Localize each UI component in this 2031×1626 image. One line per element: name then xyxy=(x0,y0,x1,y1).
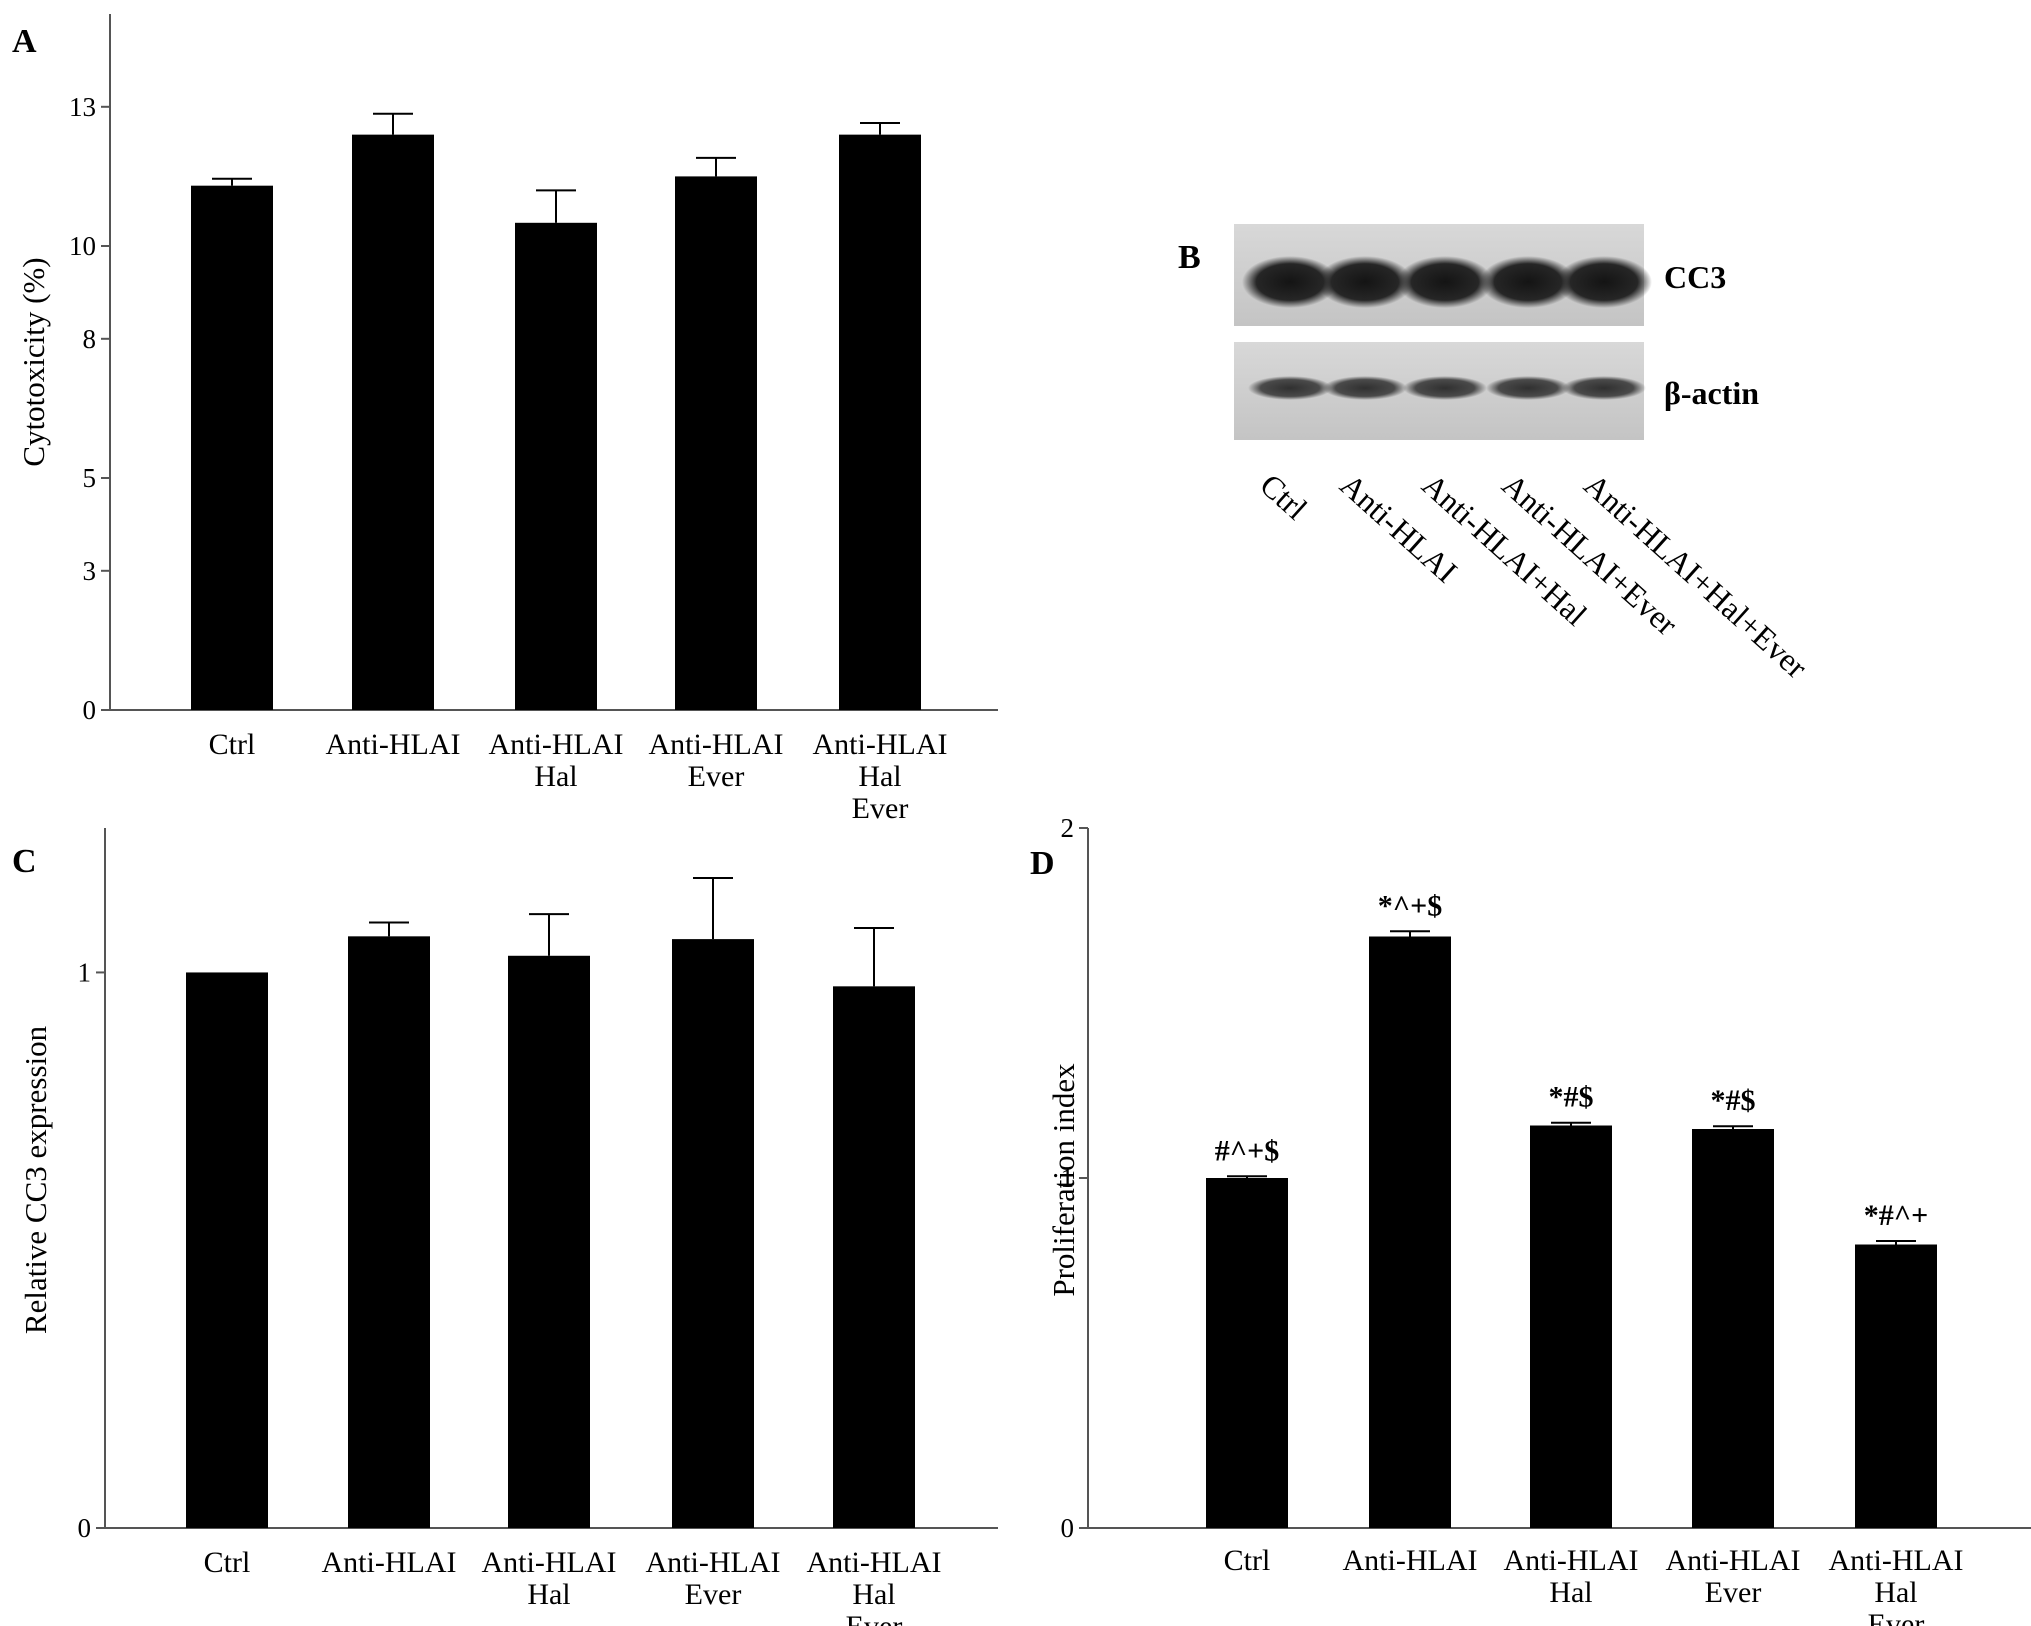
significance-label: *^+$ xyxy=(1378,889,1443,922)
category-label: Anti-HLAI xyxy=(807,1546,942,1579)
y-tick-label: 13 xyxy=(69,92,96,122)
category-label: Hal xyxy=(1874,1576,1917,1609)
bar xyxy=(186,972,268,1528)
category-label: Anti-HLAI xyxy=(322,1546,457,1579)
bar xyxy=(1206,1178,1288,1528)
y-axis-label: Relative CC3 expression xyxy=(18,1025,53,1334)
y-tick-label: 1 xyxy=(78,957,92,987)
y-tick-label: 10 xyxy=(69,231,96,261)
cc3-band xyxy=(1242,256,1338,308)
y-tick-label: 1 xyxy=(1061,1163,1075,1193)
category-label: Ctrl xyxy=(1224,1544,1271,1577)
category-label: Ctrl xyxy=(204,1546,251,1579)
category-label: Anti-HLAI xyxy=(1666,1544,1801,1577)
cc3-band-label: CC3 xyxy=(1664,259,1726,295)
actin-band xyxy=(1323,376,1407,400)
actin-band xyxy=(1486,376,1570,400)
category-label: Anti-HLAI xyxy=(326,728,461,761)
significance-label: *#^+ xyxy=(1864,1199,1929,1232)
y-tick-label: 0 xyxy=(1061,1513,1075,1543)
y-tick-label: 5 xyxy=(83,463,97,493)
panel-c-chart: C 0 1 Relative CC3 expression Ctrl Anti-HLAI… xyxy=(12,828,998,1626)
category-label: Anti-HLAI xyxy=(1343,1544,1478,1577)
bar xyxy=(833,986,915,1528)
bar xyxy=(672,939,754,1528)
y-tick-label: 2 xyxy=(1061,813,1075,843)
bar xyxy=(1530,1125,1612,1528)
y-tick-label: 0 xyxy=(83,695,97,725)
panel-b-letter: B xyxy=(1178,239,1201,276)
category-label: Ever xyxy=(852,792,909,825)
significance-label: #^+$ xyxy=(1215,1134,1280,1167)
category-label: Ever xyxy=(846,1610,903,1626)
category-label: Anti-HLAI xyxy=(482,1546,617,1579)
category-label: Anti-HLAI xyxy=(489,728,624,761)
bar xyxy=(839,134,921,710)
category-label: Anti-HLAI xyxy=(646,1546,781,1579)
category-label: Hal xyxy=(534,760,577,793)
bar xyxy=(1692,1129,1774,1528)
bar xyxy=(1369,936,1451,1528)
category-label: Anti-HLAI xyxy=(1829,1544,1964,1577)
bar xyxy=(1855,1244,1937,1528)
category-label: Hal xyxy=(527,1578,570,1611)
category-label: Ever xyxy=(1705,1576,1762,1609)
category-label: Ever xyxy=(688,760,745,793)
category-label: Anti-HLAI xyxy=(813,728,948,761)
cc3-band xyxy=(1480,256,1576,308)
cc3-band xyxy=(1556,256,1652,308)
bar xyxy=(508,955,590,1528)
bar xyxy=(675,176,757,710)
bar xyxy=(352,134,434,710)
category-label: Anti-HLAI xyxy=(1504,1544,1639,1577)
category-label: Hal xyxy=(858,760,901,793)
panel-a-chart: A 0 3 5 8 10 13 Cytotoxicity (%) Ctrl Anti-HLAI A… xyxy=(12,14,998,825)
actin-band xyxy=(1403,376,1487,400)
y-axis-label: Cytotoxicity (%) xyxy=(16,257,51,466)
panel-d-letter: D xyxy=(1030,845,1055,882)
actin-band xyxy=(1562,376,1646,400)
lane-label: Ctrl xyxy=(1253,466,1314,526)
panel-b-blot: B CC3 β-actin Ctrl Anti-HLAIAnti-HLAI+Hal… xyxy=(1178,224,1815,685)
y-tick-label: 3 xyxy=(83,556,97,586)
y-tick-label: 0 xyxy=(78,1513,92,1543)
bar xyxy=(191,185,273,710)
cc3-band xyxy=(1397,256,1493,308)
cc3-band xyxy=(1317,256,1413,308)
category-label: Ctrl xyxy=(209,728,256,761)
category-label: Hal xyxy=(1549,1576,1592,1609)
actin-band-label: β-actin xyxy=(1664,375,1759,411)
panel-a-letter: A xyxy=(12,23,37,60)
panel-c-letter: C xyxy=(12,843,37,880)
y-axis-label: Proliferation index xyxy=(1046,1063,1081,1297)
category-label: Ever xyxy=(685,1578,742,1611)
y-tick-label: 8 xyxy=(83,324,97,354)
actin-band xyxy=(1248,376,1332,400)
significance-label: *#$ xyxy=(1549,1081,1594,1114)
bar xyxy=(348,936,430,1528)
category-label: Anti-HLAI xyxy=(649,728,784,761)
panel-d-chart: D 0 1 2 Proliferation index #^+$ Ctrl *^+$ Anti… xyxy=(1030,813,2031,1626)
category-label: Hal xyxy=(852,1578,895,1611)
significance-label: *#$ xyxy=(1711,1084,1756,1117)
category-label: Ever xyxy=(1868,1608,1925,1626)
bar xyxy=(515,222,597,711)
